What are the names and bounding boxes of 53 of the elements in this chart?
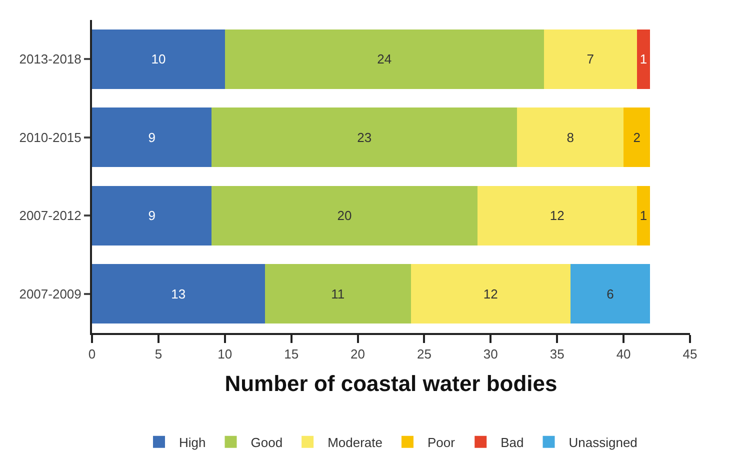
data-label: 1 [640, 208, 648, 224]
bar [477, 186, 637, 246]
data-label: 1 [640, 52, 648, 67]
data-label: 9 [148, 208, 156, 224]
data-label: 9 [148, 130, 156, 145]
data-label: 11 [331, 286, 345, 302]
bar [212, 108, 518, 168]
data-label: 12 [550, 208, 564, 224]
bar [624, 108, 650, 168]
legend-label: Moderate [328, 434, 382, 450]
bar [224, 29, 544, 89]
y-tick-label: 2007-2012 [19, 208, 82, 224]
bar [636, 186, 650, 246]
x-tick-label: 10 [218, 346, 232, 362]
x-tick-label: 15 [284, 346, 299, 362]
data-label: 13 [171, 286, 186, 302]
x-tick-label: 35 [550, 346, 564, 362]
bar [92, 29, 225, 89]
bar [410, 264, 570, 324]
x-tick-label: 5 [154, 346, 162, 362]
data-label: 24 [377, 52, 392, 67]
x-tick-label: 40 [616, 346, 631, 362]
data-label: 8 [566, 130, 574, 145]
y-tick-label: 2007-2009 [19, 286, 82, 302]
x-tick-label: 25 [416, 346, 432, 362]
x-tick-label: 45 [682, 346, 698, 362]
x-tick-label: 30 [483, 346, 498, 362]
data-label: 12 [483, 286, 498, 302]
y-tick-label: 2013-2018 [19, 52, 82, 67]
x-axis-title: Number of coastal water bodies [224, 371, 558, 396]
legend-label: Bad [500, 434, 524, 450]
x-tick-label: 0 [88, 346, 96, 362]
data-label: 20 [337, 208, 352, 224]
bar [92, 108, 212, 168]
bar [544, 29, 637, 89]
legend-label: Poor [427, 434, 456, 450]
bar [92, 186, 212, 246]
data-label: 23 [357, 130, 372, 145]
bar [212, 186, 478, 246]
legend-label: Unassigned [568, 434, 638, 450]
x-tick-label: 20 [350, 346, 366, 362]
legend-label: Good [250, 434, 283, 450]
bar [517, 108, 624, 168]
y-tick-label: 2010-2015 [19, 130, 82, 145]
bar [264, 264, 411, 324]
bar [92, 264, 265, 324]
legend-label: High [179, 434, 206, 450]
data-label: 2 [633, 130, 640, 145]
data-label: 7 [586, 52, 594, 67]
data-label: 6 [606, 286, 614, 302]
bar [570, 264, 650, 324]
data-label: 10 [151, 52, 166, 67]
bar [636, 29, 650, 89]
